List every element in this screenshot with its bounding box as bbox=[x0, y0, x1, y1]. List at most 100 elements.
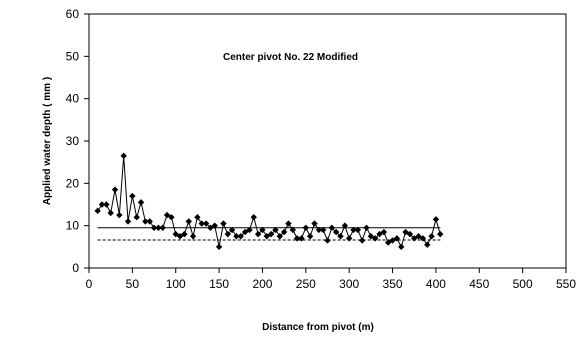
data-point bbox=[207, 224, 214, 231]
x-tick-label: 100 bbox=[166, 277, 186, 291]
data-point bbox=[350, 226, 357, 234]
data-point bbox=[385, 239, 392, 246]
data-point bbox=[358, 237, 366, 244]
data-point bbox=[146, 218, 153, 225]
data-point bbox=[424, 241, 431, 248]
data-point bbox=[402, 228, 409, 236]
data-point bbox=[168, 214, 175, 221]
data-point bbox=[337, 233, 344, 240]
data-point bbox=[293, 235, 301, 242]
data-point bbox=[202, 220, 210, 227]
data-point bbox=[172, 230, 179, 238]
data-point bbox=[411, 235, 418, 242]
x-tick-label: 350 bbox=[383, 277, 403, 291]
data-point bbox=[376, 230, 383, 238]
data-point bbox=[311, 220, 318, 227]
data-point bbox=[159, 224, 166, 231]
data-point bbox=[133, 214, 140, 221]
data-point bbox=[103, 201, 110, 208]
data-point bbox=[341, 222, 349, 229]
data-point bbox=[302, 224, 310, 231]
data-point bbox=[185, 218, 192, 225]
data-point bbox=[437, 230, 444, 238]
data-point bbox=[194, 214, 201, 221]
y-tick-label: 40 bbox=[66, 92, 80, 106]
data-point bbox=[263, 233, 270, 240]
data-point bbox=[432, 216, 440, 223]
y-tick-label: 50 bbox=[66, 49, 80, 63]
data-point bbox=[306, 233, 314, 240]
data-point bbox=[315, 226, 323, 234]
data-point bbox=[111, 186, 119, 193]
data-point bbox=[324, 237, 331, 244]
data-point bbox=[142, 218, 149, 225]
x-tick-label: 50 bbox=[126, 277, 140, 291]
y-tick-label: 0 bbox=[72, 261, 79, 275]
data-point bbox=[298, 235, 305, 242]
data-point bbox=[215, 243, 223, 251]
x-tick-label: 200 bbox=[252, 277, 272, 291]
data-point bbox=[107, 209, 114, 217]
axes: 0 10 20 30 40 50 60 0 50 100 150 200 250 300 350 400 450… bbox=[66, 7, 577, 291]
x-tick-label: 300 bbox=[339, 277, 359, 291]
x-axis-title: Distance from pivot (m) bbox=[262, 322, 374, 333]
data-point bbox=[419, 235, 427, 242]
y-axis-title: Applied water depth ( mm ) bbox=[42, 77, 53, 205]
data-point bbox=[332, 228, 340, 236]
data-point bbox=[176, 233, 184, 240]
chart-annotation: Center pivot No. 22 Modified bbox=[223, 52, 358, 63]
data-point bbox=[233, 233, 240, 240]
data-point bbox=[389, 237, 396, 244]
data-point bbox=[415, 233, 422, 240]
x-tick-label: 450 bbox=[469, 277, 489, 291]
data-point bbox=[354, 226, 362, 234]
x-tick-label: 0 bbox=[86, 277, 93, 291]
data-point bbox=[241, 228, 249, 236]
data-point bbox=[120, 152, 127, 160]
data-point bbox=[124, 218, 132, 225]
data-point bbox=[163, 211, 171, 219]
data-point bbox=[220, 220, 227, 227]
data-point bbox=[289, 226, 297, 234]
data-point bbox=[228, 226, 236, 234]
data-point bbox=[393, 235, 401, 242]
data-point bbox=[98, 201, 106, 208]
data-point bbox=[398, 243, 405, 251]
data-point bbox=[406, 230, 414, 238]
data-point bbox=[285, 220, 292, 227]
data-point bbox=[254, 230, 262, 238]
data-point bbox=[246, 226, 253, 234]
data-point bbox=[372, 235, 379, 242]
data-point bbox=[367, 233, 375, 240]
data-point bbox=[276, 233, 283, 240]
data-point bbox=[189, 233, 197, 240]
data-point bbox=[224, 230, 231, 238]
data-point bbox=[319, 226, 327, 234]
data-point bbox=[137, 199, 145, 206]
data-point bbox=[428, 233, 435, 240]
x-tick-label: 250 bbox=[296, 277, 316, 291]
data-point bbox=[116, 211, 123, 219]
data-point bbox=[363, 224, 370, 231]
data-point bbox=[94, 207, 101, 215]
data-point bbox=[272, 226, 279, 234]
y-tick-label: 60 bbox=[66, 7, 80, 21]
y-tick-label: 20 bbox=[66, 176, 80, 190]
data-point bbox=[259, 226, 266, 234]
data-point bbox=[380, 228, 388, 236]
y-tick-label: 30 bbox=[66, 134, 80, 148]
x-tick-label: 550 bbox=[556, 277, 576, 291]
data-point bbox=[267, 230, 275, 238]
x-tick-label: 400 bbox=[426, 277, 446, 291]
data-point bbox=[211, 222, 218, 229]
data-point bbox=[328, 224, 336, 231]
data-point bbox=[155, 224, 162, 231]
data-point bbox=[181, 230, 188, 238]
x-tick-label: 500 bbox=[513, 277, 533, 291]
data-point bbox=[198, 220, 205, 227]
data-point bbox=[345, 235, 353, 242]
data-series bbox=[94, 152, 444, 251]
data-point bbox=[237, 233, 244, 240]
